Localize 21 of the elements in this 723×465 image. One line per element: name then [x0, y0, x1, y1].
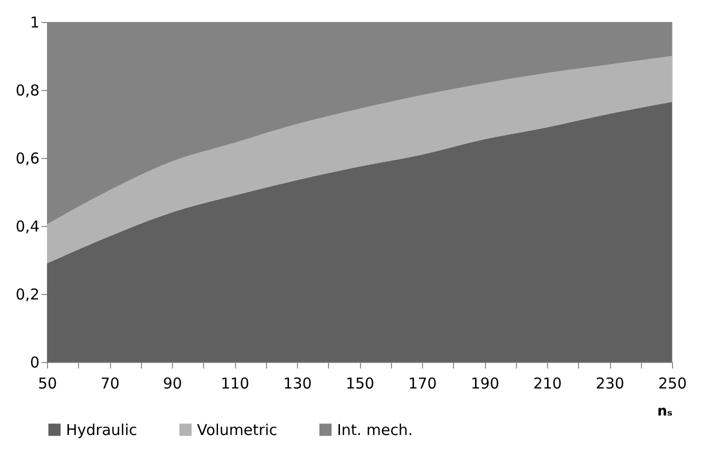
x-tick-label: 90 [162, 374, 182, 392]
y-tick-label: 0,8 [16, 82, 40, 100]
x-tick-label: 50 [38, 374, 58, 392]
y-tick-label: 0,2 [16, 286, 40, 304]
legend-label: Int. mech. [337, 420, 413, 439]
y-tick-label: 0,4 [16, 218, 40, 236]
legend-label: Hydraulic [66, 420, 138, 439]
x-tick-label: 190 [470, 374, 500, 392]
x-tick-label: 70 [100, 374, 120, 392]
x-tick-label: 250 [658, 374, 687, 392]
legend-label: Volumetric [197, 420, 278, 439]
x-axis-title: nₛ [657, 404, 672, 420]
x-tick-label: 170 [408, 374, 437, 392]
x-tick-label: 210 [533, 374, 562, 392]
x-tick-label: 150 [346, 374, 374, 392]
y-tick-label: 1 [30, 14, 40, 32]
x-tick-label: 130 [283, 374, 312, 392]
x-tick-label: 110 [220, 374, 250, 392]
y-tick-label: 0,6 [16, 150, 40, 168]
x-tick-label: 230 [596, 374, 624, 392]
y-tick-label: 0 [30, 354, 40, 372]
